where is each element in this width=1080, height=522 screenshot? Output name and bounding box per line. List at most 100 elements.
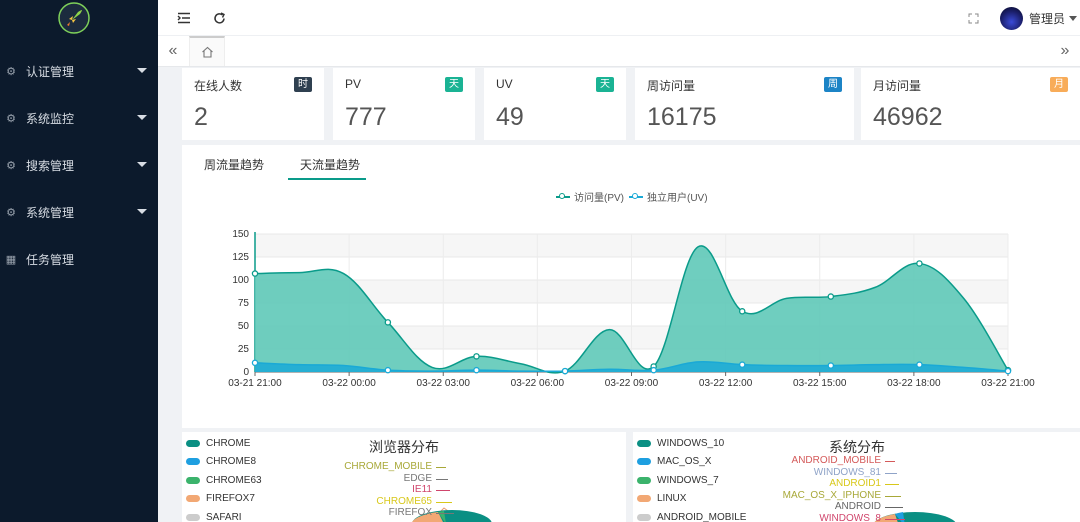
pie-slice-label: IE11 [412,484,432,495]
pie-slice-label: WINDOWS_81 [813,466,881,478]
pie-label-connector [436,513,454,514]
legend-item-uv[interactable]: 独立用户(UV) [629,189,708,204]
user-menu[interactable]: 管理员 [999,6,1080,30]
pie-slice-label: MAC_OS_X_IPHONE [782,489,881,501]
y-tick-label: 125 [232,252,249,263]
pie-slice-label: ANDROID [834,501,881,512]
top-header: 管理员 [158,0,1080,36]
card-badge: 月 [1050,77,1068,92]
legend-line-icon [556,192,570,199]
user-name: 管理员 [1028,11,1065,26]
legend-label: CHROME8 [206,456,257,467]
legend-item[interactable]: SAFARI [186,510,242,522]
legend-item-pv[interactable]: 访问量(PV) [556,189,624,204]
card-value: 16175 [647,103,717,131]
weekly-visits-card: 周访问量 周 16175 [635,68,854,140]
card-badge: 周 [824,77,842,92]
tab-home[interactable] [189,36,225,66]
y-tick-label: 100 [232,275,249,286]
legend-item[interactable]: MAC_OS_X [637,455,711,469]
series-line-uv [254,360,1009,373]
legend-item[interactable]: FIREFOX7 [186,492,255,506]
pie-label-connector [436,490,450,491]
legend-label: 独立用户(UV) [647,193,708,204]
traffic-chart-panel: 周流量趋势 天流量趋势 访问量(PV) 独立用户(UV) 0 25 50 75 100 1… [182,145,1080,428]
refresh-icon[interactable] [210,9,228,27]
pie-label-connector [885,461,895,462]
tab-daily-trend[interactable]: 天流量趋势 [300,158,361,172]
x-tick-label: 03-22 09:00 [605,378,659,389]
panel-title: 浏览器分布 [369,439,439,455]
data-point-pv [827,293,835,300]
legend-item[interactable]: WINDOWS_7 [637,473,719,487]
sidebar-item-search[interactable]: ⚙ 搜索管理 [0,142,158,189]
pie-slice-label: ANDROID_MOBILE [791,455,881,466]
sidebar-item-auth[interactable]: ⚙ 认证管理 [0,48,158,95]
sidebar-item-label: 任务管理 [26,253,75,267]
rocket-logo[interactable] [58,2,90,34]
data-point-uv [738,361,746,368]
legend-label: ANDROID_MOBILE [657,511,747,522]
tab-bar: « » [158,36,1080,67]
x-tick-label: 03-21 21:00 [228,378,282,389]
x-tick-label: 03-22 15:00 [793,378,847,389]
uv-card: UV 天 49 [484,68,626,140]
pie-slice-label: CHROME_MOBILE [344,461,432,472]
active-tab-indicator [288,178,366,180]
pie-label-connector [885,518,905,520]
legend-item[interactable]: ANDROID_MOBILE [637,510,746,522]
data-point-pv [473,353,480,360]
caret-down-icon [1069,15,1077,21]
data-point-uv [1004,367,1012,375]
sidebar: ⚙ 认证管理 ⚙ 系统监控 ⚙ 搜索管理 ⚙ 系统管理 ▦ 任务管理 [0,0,158,522]
series-area-uv [255,361,1008,372]
legend-swatch [637,458,651,465]
caret-down-icon [137,68,147,73]
tab-weekly-trend[interactable]: 周流量趋势 [204,158,265,172]
card-title: UV [496,77,513,91]
legend-swatch [637,439,651,447]
x-tick-label: 03-22 12:00 [699,378,753,389]
legend-item[interactable]: CHROME8 [186,455,256,469]
caret-down-icon [137,115,147,120]
legend-swatch [186,439,200,447]
fullscreen-icon[interactable] [964,9,982,27]
menu-toggle-icon[interactable] [175,9,193,27]
avatar [999,6,1023,30]
legend-item[interactable]: CHROME63 [186,473,262,487]
sidebar-item-tasks[interactable]: ▦ 任务管理 [0,236,158,283]
gear-icon: ⚙ [6,206,16,219]
sidebar-item-monitor[interactable]: ⚙ 系统监控 [0,95,158,142]
grid-icon: ▦ [5,253,17,266]
legend-item[interactable]: CHROME [186,436,250,450]
sidebar-item-system[interactable]: ⚙ 系统管理 [0,189,158,236]
scroll-right-icon[interactable]: » [1060,42,1070,59]
legend-label: SAFARI [206,511,242,522]
pie-label-connector [436,478,448,480]
data-point-pv [384,319,392,326]
legend-item[interactable]: LINUX [637,492,686,506]
pie-label-connector [436,467,446,468]
scroll-left-icon[interactable]: « [168,42,178,59]
x-tick-label: 03-22 03:00 [417,378,471,389]
card-badge: 天 [445,77,463,92]
caret-down-icon [137,209,147,214]
y-tick-label: 50 [238,321,250,332]
data-point-uv [384,366,392,374]
data-point-uv [473,366,480,374]
card-title: PV [345,77,362,91]
sidebar-item-label: 系统管理 [26,206,75,220]
legend-label: WINDOWS_10 [657,437,725,449]
data-point-uv [827,362,835,369]
legend-label: CHROME [206,437,251,449]
pie-slice-label: ANDROID1 [829,478,881,489]
x-tick-label: 03-22 00:00 [322,378,376,389]
x-tick-label: 03-22 06:00 [511,378,565,389]
browser-distribution-panel: 浏览器分布 CHROME CHROME8 CHROME63 FIREFOX7 SAFAR… [182,432,626,522]
sidebar-item-label: 认证管理 [26,65,75,79]
traffic-area-chart: 0 25 50 75 100 125 150 03-21 21:00 03-22 00:00 03… [228,229,1035,389]
legend-item[interactable]: WINDOWS_10 [637,436,724,450]
home-icon [201,46,213,58]
data-point-uv [251,359,259,367]
card-value: 2 [194,103,208,131]
